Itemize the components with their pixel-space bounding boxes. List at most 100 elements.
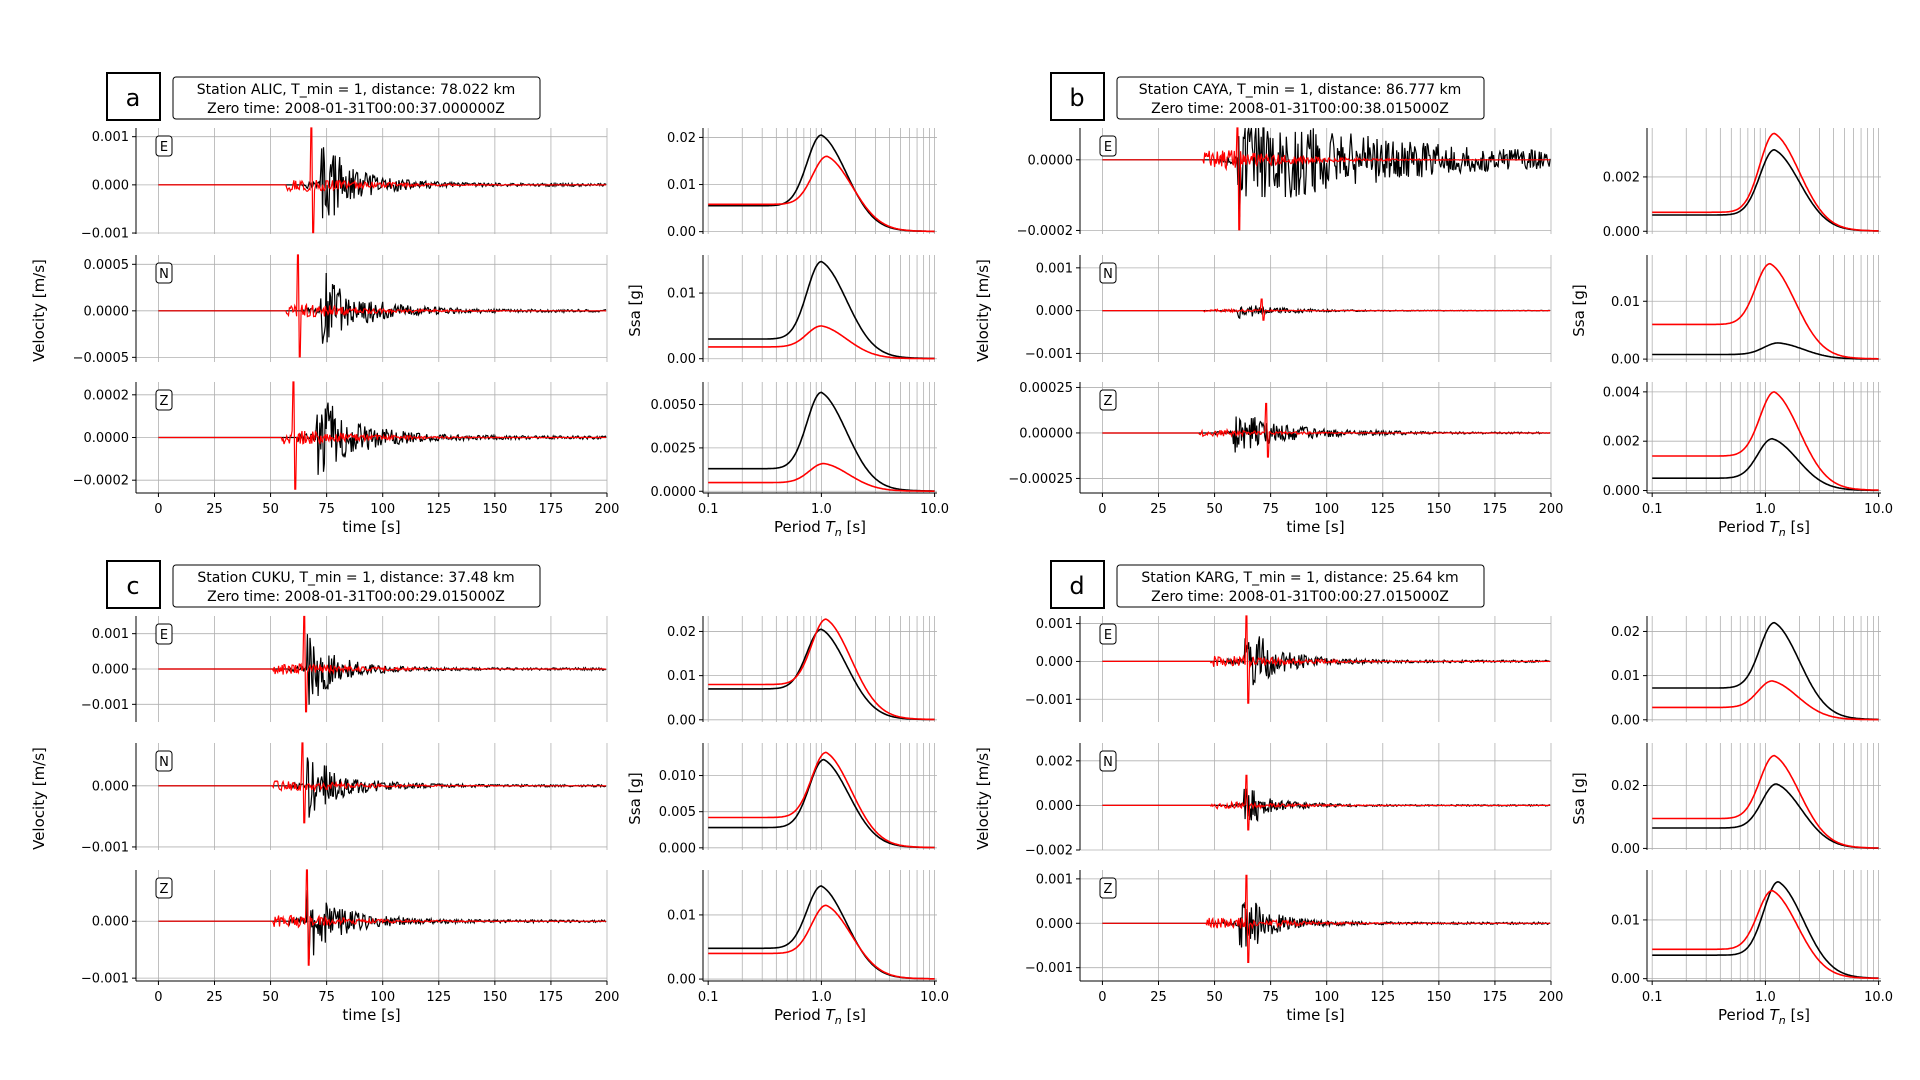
y-tick-label: 0.0000	[84, 304, 130, 319]
x-tick-label: 200	[1539, 502, 1564, 517]
velocity-subplot-Z: 0.0002 0.0000 −0.0002 Z	[73, 381, 608, 493]
observed-velocity-trace	[1102, 127, 1551, 217]
x-tick-label: 150	[482, 990, 507, 1005]
x-tick-label: 1.0	[1755, 990, 1776, 1005]
spectrum-subplot-N: 0.01 0.00	[667, 255, 937, 367]
panel-title-line1: Station CAYA, T_min = 1, distance: 86.77…	[1139, 82, 1462, 98]
y-tick-label: −0.002	[1025, 844, 1073, 859]
y-tick-label: 0.00	[667, 713, 696, 728]
synthetic-spectrum-curve	[708, 618, 935, 721]
component-label-box	[155, 389, 173, 411]
time-axis-label: time [s]	[1286, 518, 1344, 536]
title-box	[172, 564, 541, 608]
ssa-axis-label: Ssa [g]	[1570, 772, 1588, 825]
x-tick-label: 25	[206, 502, 223, 517]
x-tick-label: 50	[262, 990, 279, 1005]
period-label-part: Period	[774, 1006, 826, 1024]
period-label-part: T	[826, 518, 837, 536]
x-tick-label: 175	[1483, 990, 1508, 1005]
x-tick-label: 200	[595, 502, 620, 517]
velocity-axis-label: Velocity [m/s]	[30, 747, 48, 850]
velocity-subplot-E: 0.0000 −0.0002 E	[1017, 127, 1552, 239]
x-tick-label: 0.1	[1642, 502, 1663, 517]
x-tick-label: 10.0	[1864, 502, 1893, 517]
x-tick-label: 75	[318, 502, 335, 517]
y-tick-label: 0.010	[659, 769, 696, 784]
velocity-subplot-N: 0.000 −0.001 N	[81, 742, 608, 855]
period-label-part: T	[826, 1006, 837, 1024]
period-label-part: [s]	[1786, 1006, 1810, 1024]
synthetic-velocity-trace	[158, 742, 607, 824]
y-tick-label: −0.001	[81, 227, 129, 242]
component-label-box	[155, 877, 173, 899]
y-tick-label: 0.00025	[1019, 381, 1073, 396]
x-tick-label: 175	[539, 990, 564, 1005]
y-tick-label: 0.00	[1611, 972, 1640, 987]
x-tick-label: 0.1	[1642, 990, 1663, 1005]
period-label-part: Period	[1718, 518, 1770, 536]
y-tick-label: 0.000	[1603, 484, 1640, 499]
synthetic-velocity-trace	[158, 869, 607, 966]
spectrum-subplot-N: 0.010 0.005 0.000	[659, 743, 937, 856]
y-tick-label: 0.0005	[84, 258, 130, 273]
velocity-axis-label: Velocity [m/s]	[974, 259, 992, 362]
velocity-subplot-E: 0.001 0.000 −0.001 E	[81, 127, 608, 242]
y-tick-label: 0.001	[92, 130, 129, 145]
component-label: N	[159, 267, 169, 282]
y-tick-label: 0.002	[1036, 754, 1073, 769]
observed-velocity-trace	[158, 147, 607, 219]
y-tick-label: 0.02	[667, 131, 696, 146]
y-tick-label: 0.01	[667, 178, 696, 193]
time-axis-label: time [s]	[342, 1006, 400, 1024]
synthetic-velocity-trace	[1102, 774, 1551, 831]
y-tick-label: −0.001	[81, 972, 129, 987]
spectrum-subplot-Z: 0.01 0.00	[1611, 870, 1881, 987]
spectrum-subplot-N: 0.02 0.00	[1611, 743, 1881, 857]
velocity-subplot-N: 0.0005 0.0000 −0.0005 N	[73, 254, 608, 366]
x-tick-label: 25	[206, 990, 223, 1005]
component-label: E	[1104, 628, 1112, 643]
panel-letter: b	[1069, 84, 1084, 112]
spectrum-subplot-Z: 0.004 0.002 0.000	[1603, 382, 1881, 499]
y-tick-label: 0.02	[667, 625, 696, 640]
y-tick-label: 0.02	[1611, 625, 1640, 640]
station-panel-a: a Station ALIC, T_min = 1, distance: 78.0…	[30, 72, 949, 539]
x-tick-label: 50	[1206, 502, 1223, 517]
x-tick-label: 0	[1098, 990, 1106, 1005]
component-label-box	[155, 135, 173, 157]
observed-spectrum-curve	[1652, 437, 1879, 492]
y-tick-label: 0.01	[667, 908, 696, 923]
synthetic-spectrum-curve	[708, 325, 935, 360]
spectrum-subplot-Z: 0.01 0.00	[667, 870, 937, 988]
synthetic-velocity-trace	[1102, 127, 1551, 231]
panel-title-line2: Zero time: 2008-01-31T00:00:29.015000Z	[207, 589, 505, 605]
x-tick-label: 125	[426, 990, 451, 1005]
component-label-box	[155, 750, 173, 772]
synthetic-spectrum-curve	[1652, 132, 1879, 232]
y-tick-label: 0.0000	[1028, 153, 1074, 168]
ssa-axis-label: Ssa [g]	[626, 284, 644, 337]
x-tick-label: 125	[1370, 990, 1395, 1005]
panel-letter: c	[126, 572, 139, 600]
synthetic-velocity-trace	[158, 615, 607, 713]
observed-velocity-trace	[1102, 636, 1551, 686]
synthetic-spectrum-curve	[1652, 391, 1879, 491]
component-label: N	[159, 755, 169, 770]
period-label-part: Period	[1718, 1006, 1770, 1024]
component-label-box	[1099, 877, 1117, 899]
station-panel-c: c Station CUKU, T_min = 1, distance: 37.4…	[30, 560, 949, 1027]
spectrum-subplot-E: 0.02 0.01 0.00	[667, 128, 937, 240]
component-label: Z	[1104, 394, 1113, 409]
component-label: N	[1103, 755, 1113, 770]
observed-velocity-trace	[158, 272, 607, 344]
x-tick-label: 25	[1150, 502, 1167, 517]
observed-velocity-trace	[1102, 416, 1551, 453]
synthetic-spectrum-curve	[1652, 680, 1879, 721]
observed-spectrum-curve	[1652, 880, 1879, 979]
y-tick-label: 0.000	[1036, 655, 1073, 670]
title-box	[1116, 76, 1485, 120]
y-tick-label: 0.0002	[84, 388, 130, 403]
component-label-box	[1099, 135, 1117, 157]
panel-letter-box	[106, 560, 161, 609]
